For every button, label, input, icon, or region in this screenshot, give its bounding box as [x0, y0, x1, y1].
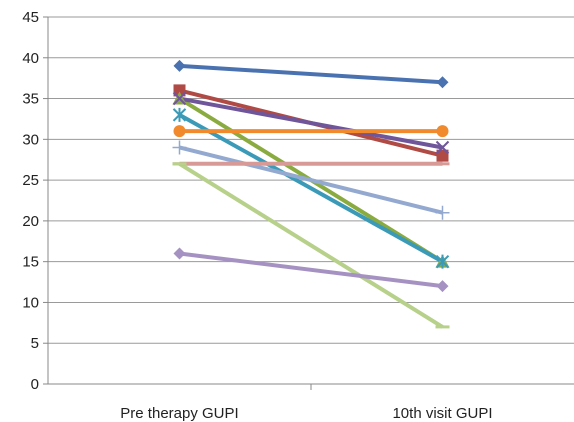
series-7-point-2: [435, 205, 450, 220]
series-2-point-2: [436, 149, 449, 162]
series-6-point-1: [173, 125, 186, 138]
series-line-4: [179, 96, 443, 150]
series-line-10: [179, 251, 443, 289]
axes: [43, 16, 574, 390]
y-tick-label: 10: [22, 294, 39, 311]
series-line-9: [178, 162, 444, 329]
series-10-point-1: [173, 247, 186, 260]
series-2-point-1: [173, 84, 186, 97]
y-tick-label: 0: [31, 376, 39, 393]
series-line-7: [179, 145, 443, 215]
series-10-point-2: [436, 280, 449, 293]
series-lines: [178, 63, 444, 329]
y-tick-label: 45: [22, 9, 39, 26]
series-4-point-1: [172, 91, 187, 106]
series-4-point-2: [435, 140, 450, 155]
series-7-point-1: [172, 140, 187, 155]
x-tick-label: 10th visit GUPI: [392, 405, 492, 422]
series-6-point-2: [436, 125, 449, 138]
series-5-point-2: [435, 254, 450, 269]
y-tick-label: 35: [22, 91, 39, 108]
series-markers: [172, 59, 450, 329]
y-tick-label: 20: [22, 213, 39, 230]
y-tick-label: 5: [31, 335, 39, 352]
series-5-point-1: [172, 107, 187, 122]
y-tick-label: 25: [22, 172, 39, 189]
y-tick-label: 15: [22, 254, 39, 271]
y-tick-label: 40: [22, 50, 39, 67]
y-tick-label: 30: [22, 131, 39, 148]
series-line-5: [178, 113, 444, 264]
series-1-point-2: [436, 76, 449, 89]
x-tick-label: Pre therapy GUPI: [120, 405, 238, 422]
axis-labels: 0 5 10 15 20 25 30 35 40 45 Pre therapy GUPI 10th v…: [22, 9, 492, 422]
series-line-1: [179, 63, 443, 85]
series-1-point-1: [173, 59, 186, 72]
